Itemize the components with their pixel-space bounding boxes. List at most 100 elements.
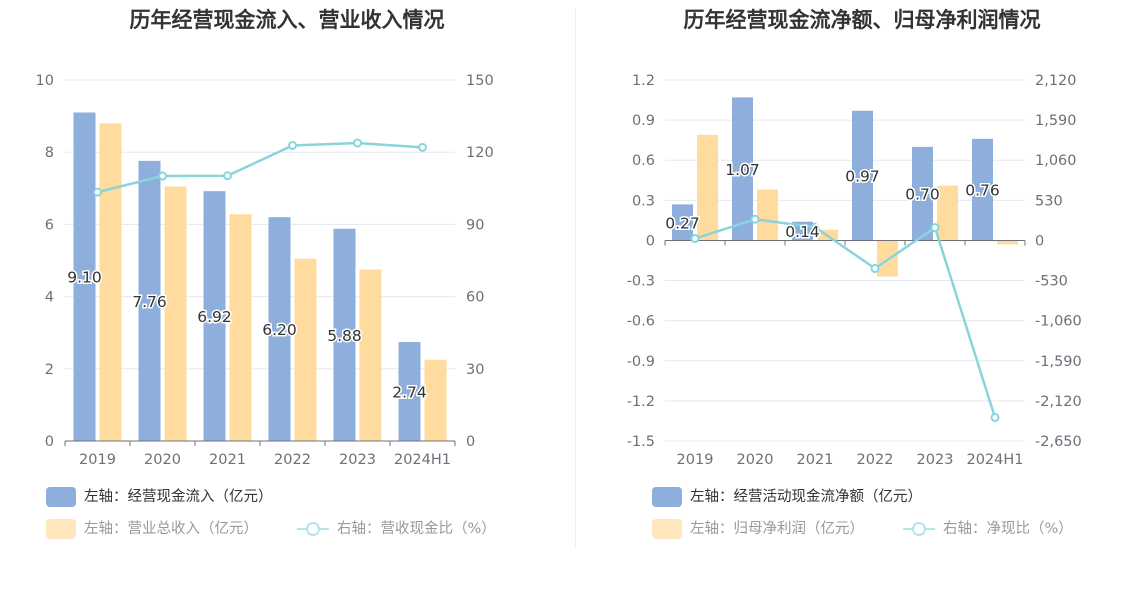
legend-item[interactable]: 右轴：净现比（%） <box>903 519 1073 539</box>
line-point <box>158 171 167 181</box>
y-tick-label-right: -2,650 <box>1035 434 1082 450</box>
x-tick-label: 2023 <box>917 452 954 468</box>
y-tick-label-left: -0.3 <box>627 274 655 290</box>
bar-secondary <box>997 240 1018 245</box>
data-label: 9.10 <box>67 269 102 287</box>
y-tick-label-left: 2 <box>45 362 54 378</box>
y-tick-label-right: 30 <box>466 362 484 378</box>
data-label: 7.76 <box>132 293 167 311</box>
series-line <box>694 217 997 418</box>
bar-secondary <box>424 359 447 441</box>
line-point <box>870 263 880 273</box>
x-tick-label: 2021 <box>797 452 834 468</box>
data-label: 2.74 <box>392 384 427 402</box>
line-point <box>93 187 102 197</box>
y-tick-label-right: -2,120 <box>1035 394 1082 410</box>
legend-label: 左轴：营业总收入（亿元） <box>84 521 258 537</box>
x-tick-label: 2024H1 <box>966 452 1023 468</box>
bar-secondary <box>697 134 718 241</box>
bar-primary <box>73 112 96 442</box>
x-tick-label: 2019 <box>79 452 116 468</box>
legend-item[interactable]: 右轴：营收现金比（%） <box>297 519 496 539</box>
x-tick-label: 2023 <box>339 452 376 468</box>
line-point <box>690 234 700 244</box>
chart-plot: 0 2 4 6 8 10 0 30 60 90 120 150 2019 2020 2021 2022 2023… <box>36 73 494 468</box>
legend-swatch-bar <box>46 519 76 539</box>
y-tick-label-right: 120 <box>466 145 494 161</box>
chart-title: 历年经营现金流入、营业收入情况 <box>129 8 445 32</box>
y-tick-label-right: 1,060 <box>1035 153 1077 169</box>
x-tick-label: 2021 <box>209 452 246 468</box>
series-line <box>97 141 423 194</box>
data-label: 0.70 <box>905 186 940 204</box>
data-label: 0.97 <box>845 168 880 186</box>
data-label: 0.76 <box>965 182 1000 200</box>
bar-primary <box>268 217 291 441</box>
y-tick-label-left: 0 <box>45 434 54 450</box>
chart-panel-left: 历年经营现金流入、营业收入情况 0 2 4 6 8 10 0 30 60 90 120 150 2019… <box>36 8 496 539</box>
x-tick-label: 2019 <box>677 452 714 468</box>
line-point <box>810 222 820 232</box>
y-tick-label-left: 10 <box>36 73 54 89</box>
bar-primary <box>912 146 933 241</box>
y-tick-label-right: 150 <box>466 73 494 89</box>
y-tick-label-left: 8 <box>45 145 54 161</box>
bar-secondary <box>229 214 252 441</box>
bar-secondary <box>294 258 317 441</box>
panel-divider <box>575 8 576 548</box>
y-tick-label-left: 0 <box>646 233 655 249</box>
bar-primary <box>672 204 693 241</box>
legend-item[interactable]: 左轴：营业总收入（亿元） <box>46 519 258 539</box>
y-tick-label-left: 0.9 <box>632 113 655 129</box>
bar-primary <box>852 110 873 241</box>
legend-label: 左轴：归母净利润（亿元） <box>690 521 864 537</box>
legend-swatch-bar <box>652 487 682 507</box>
y-tick-label-left: 0.6 <box>632 153 655 169</box>
legend-swatch-line <box>903 519 935 539</box>
legend-label: 右轴：净现比（%） <box>943 521 1073 537</box>
y-tick-label-right: -1,590 <box>1035 354 1082 370</box>
y-tick-label-right: 60 <box>466 290 484 306</box>
x-tick-label: 2020 <box>737 452 774 468</box>
line-point <box>288 140 297 150</box>
bar-secondary <box>164 186 187 441</box>
data-label: 0.27 <box>665 214 700 232</box>
y-tick-label-right: 2,120 <box>1035 73 1077 89</box>
y-tick-label-left: -1.5 <box>627 434 655 450</box>
y-tick-label-right: -1,060 <box>1035 314 1082 330</box>
y-tick-label-left: 0.3 <box>632 193 655 209</box>
y-tick-label-right: 530 <box>1035 193 1063 209</box>
y-tick-label-right: 90 <box>466 217 484 233</box>
bar-primary <box>333 228 356 441</box>
bar-primary <box>138 160 161 441</box>
chart-plot: -1.5 -1.2 -0.9 -0.6 -0.3 0 0.3 0.6 0.9 1.2 -2,650 -… <box>627 73 1082 468</box>
y-tick-label-right: 1,590 <box>1035 113 1077 129</box>
data-label: 1.07 <box>725 161 760 179</box>
y-tick-label-left: 1.2 <box>632 73 655 89</box>
bar-primary <box>972 138 993 241</box>
legend-label: 左轴：经营活动现金流净额（亿元） <box>690 489 922 505</box>
bar-primary <box>398 342 421 441</box>
y-tick-label-right: 0 <box>1035 233 1044 249</box>
legend-swatch-bar <box>652 519 682 539</box>
legend-item[interactable]: 左轴：归母净利润（亿元） <box>652 519 864 539</box>
legend-item[interactable]: 左轴：经营活动现金流净额（亿元） <box>652 487 922 507</box>
y-tick-label-left: 4 <box>45 290 54 306</box>
chart-title: 历年经营现金流净额、归母净利润情况 <box>683 8 1041 32</box>
data-label: 5.88 <box>327 327 362 345</box>
bar-secondary <box>359 269 382 441</box>
x-tick-label: 2020 <box>144 452 181 468</box>
y-tick-label-left: 6 <box>45 217 54 233</box>
x-tick-label: 2024H1 <box>394 452 451 468</box>
bar-secondary <box>937 185 958 241</box>
data-label: 0.14 <box>785 223 820 241</box>
y-tick-label-right: -530 <box>1035 274 1068 290</box>
legend-swatch-bar <box>46 487 76 507</box>
legend-item[interactable]: 左轴：经营现金流入（亿元） <box>46 487 273 507</box>
y-tick-label-left: -0.9 <box>627 354 655 370</box>
line-point <box>418 142 427 152</box>
x-tick-label: 2022 <box>274 452 311 468</box>
y-tick-label-left: -1.2 <box>627 394 655 410</box>
bar-secondary <box>99 123 122 441</box>
line-point <box>990 413 1000 423</box>
